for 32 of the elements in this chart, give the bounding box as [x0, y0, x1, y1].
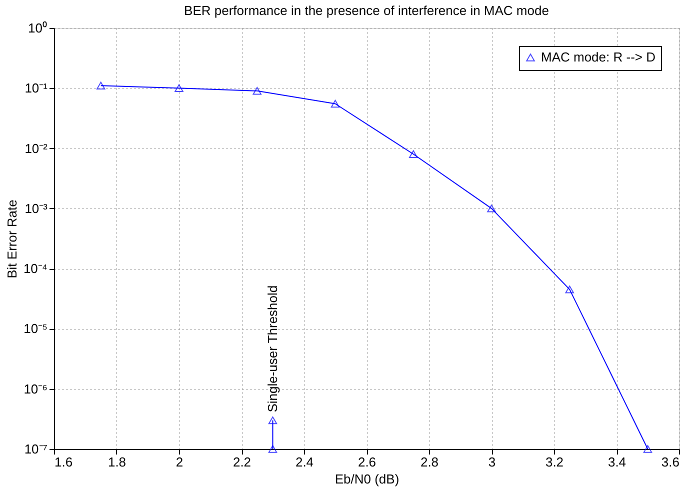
x-tick-label: 3.2: [545, 454, 564, 470]
x-tick-label: 3.6: [661, 454, 680, 470]
x-tick-label: 3.4: [608, 454, 626, 470]
annotation: Single-user Threshold: [264, 285, 280, 412]
point: [565, 286, 574, 294]
x-tick-label: 2.8: [420, 454, 439, 470]
y-tick-label: 10⁻²: [24, 140, 48, 156]
point: [330, 100, 340, 108]
y-tick-label: 10⁻¹: [24, 80, 48, 96]
y-tick-label: 10⁻⁷: [24, 442, 48, 456]
y-tick-label: 10⁻⁶: [24, 381, 48, 396]
y-tick-label: 10⁻³: [24, 200, 48, 216]
point: [409, 150, 418, 158]
y-tick-label: 10⁰: [28, 20, 48, 36]
legend-label: MAC mode: R --> D: [541, 50, 656, 64]
point: [487, 204, 496, 212]
x-tick-label: 1.8: [108, 454, 126, 470]
x-tick-label: 2.4: [295, 454, 314, 470]
x-tick-label: 2.2: [232, 454, 252, 470]
chart-title: BER performance in the presence of interference in MAC mode: [184, 3, 549, 18]
point: [252, 87, 262, 95]
x-tick-label: 2.6: [358, 454, 376, 470]
x-tick-label: 1.6: [54, 454, 73, 470]
point: [174, 84, 184, 92]
x-tick-label: 2: [176, 454, 184, 470]
x-tick-label: 3: [488, 454, 496, 470]
point: [643, 445, 652, 453]
point: [96, 82, 106, 90]
x-axis-title: Eb/N0 (dB): [334, 472, 400, 486]
y-tick-label: 10⁻⁵: [24, 321, 48, 336]
y-axis-title: Bit Error Rate: [4, 200, 20, 278]
y-tick-label: 10⁻⁴: [23, 261, 48, 276]
